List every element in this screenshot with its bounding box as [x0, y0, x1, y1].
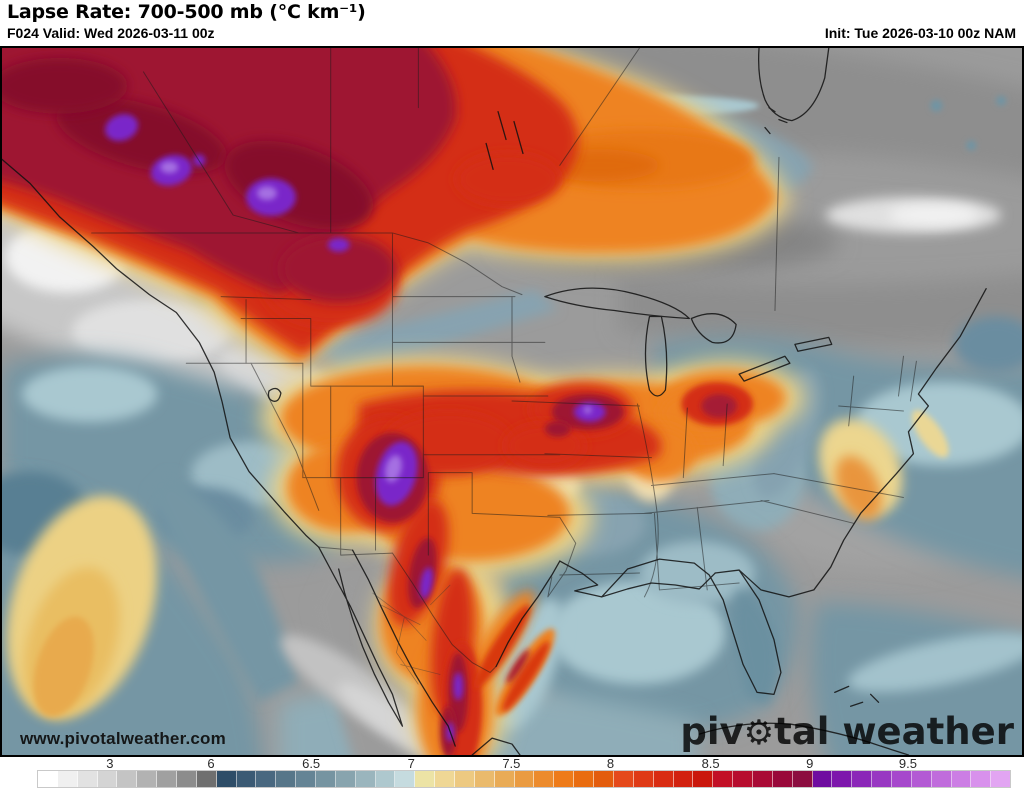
- colorbar-segment: [971, 771, 992, 787]
- colorbar-tick-8: 8: [606, 756, 615, 771]
- colorbar-segment: [891, 771, 912, 787]
- logo-text-pre: piv: [680, 710, 744, 753]
- colorbar-segment: [534, 771, 555, 787]
- colorbar-segment: [415, 771, 436, 787]
- colorbar-segment: [375, 771, 396, 787]
- colorbar-segment: [514, 771, 535, 787]
- watermark-url: www.pivotalweather.com: [20, 729, 226, 748]
- product-title: Lapse Rate: 700-500 mb (°C km⁻¹): [7, 1, 366, 23]
- colorbar-segment: [554, 771, 575, 787]
- colorbar-segment: [653, 771, 674, 787]
- colorbar-segment: [395, 771, 416, 787]
- colorbar-segment: [673, 771, 694, 787]
- colorbar-segment: [216, 771, 237, 787]
- coastlines: [2, 48, 987, 755]
- colorbar-segment: [574, 771, 595, 787]
- colorbar-segment: [713, 771, 734, 787]
- colorbar-segment: [236, 771, 257, 787]
- colorbar-segment: [832, 771, 853, 787]
- colorbar-segment: [256, 771, 277, 787]
- colorbar-tick-9.5: 9.5: [898, 756, 917, 771]
- colorbar-segment: [196, 771, 217, 787]
- colorbar-segment: [97, 771, 118, 787]
- lapse-rate-map[interactable]: [2, 48, 1022, 755]
- colorbar-bar: [37, 770, 1011, 788]
- colorbar-segment: [772, 771, 793, 787]
- colorbar-segment: [613, 771, 634, 787]
- colorbar-segment: [177, 771, 197, 787]
- colorbar-segment: [852, 771, 873, 787]
- map-area: www.pivotalweather.com piv⚙tal weather: [0, 46, 1024, 757]
- colorbar-segment: [991, 771, 1011, 787]
- colorbar-segment: [335, 771, 356, 787]
- colorbar-segment: [77, 771, 98, 787]
- colorbar-segment: [872, 771, 892, 787]
- colorbar-tick-7.5: 7.5: [502, 756, 521, 771]
- colorbar-segment: [117, 771, 138, 787]
- colorbar-segment: [435, 771, 456, 787]
- colorbar: 3 6 6.5 7 7.5 8 8.5 9 9.5: [0, 756, 1024, 791]
- colorbar-segment: [693, 771, 714, 787]
- colorbar-segment: [494, 771, 515, 787]
- colorbar-segment: [812, 771, 833, 787]
- map-header: Lapse Rate: 700-500 mb (°C km⁻¹) F024 Va…: [0, 0, 1024, 46]
- colorbar-segment: [792, 771, 813, 787]
- colorbar-segment: [594, 771, 614, 787]
- colorbar-segment: [157, 771, 178, 787]
- colorbar-segment: [455, 771, 475, 787]
- colorbar-tick-6.5: 6.5: [302, 756, 321, 771]
- pivotal-weather-logo: piv⚙tal weather: [680, 710, 1014, 753]
- color-field: [2, 48, 1022, 755]
- colorbar-segment: [316, 771, 336, 787]
- colorbar-segment: [296, 771, 317, 787]
- mexico-borders: [372, 584, 451, 685]
- logo-text-post: tal weather: [774, 710, 1014, 753]
- valid-time-label: F024 Valid: Wed 2026-03-11 00z: [7, 25, 215, 41]
- colorbar-tick-8.5: 8.5: [701, 756, 720, 771]
- colorbar-segment: [137, 771, 158, 787]
- colorbar-tick-3: 3: [106, 756, 114, 771]
- colorbar-segment: [57, 771, 78, 787]
- colorbar-segment: [38, 771, 58, 787]
- colorbar-segment: [931, 771, 952, 787]
- colorbar-ticks: 3 6 6.5 7 7.5 8 8.5 9 9.5: [0, 756, 1024, 771]
- colorbar-segment: [951, 771, 972, 787]
- colorbar-segment: [633, 771, 654, 787]
- colorbar-tick-9: 9: [806, 756, 814, 771]
- gear-icon: ⚙: [743, 713, 775, 753]
- state-borders: [91, 48, 917, 673]
- colorbar-segment: [752, 771, 773, 787]
- init-time-label: Init: Tue 2026-03-10 00z NAM: [824, 25, 1016, 41]
- colorbar-segment: [911, 771, 932, 787]
- colorbar-segment: [355, 771, 376, 787]
- colorbar-segment: [733, 771, 753, 787]
- colorbar-tick-6: 6: [207, 756, 215, 771]
- colorbar-segment: [276, 771, 297, 787]
- colorbar-segment: [474, 771, 495, 787]
- colorbar-tick-7: 7: [407, 756, 415, 771]
